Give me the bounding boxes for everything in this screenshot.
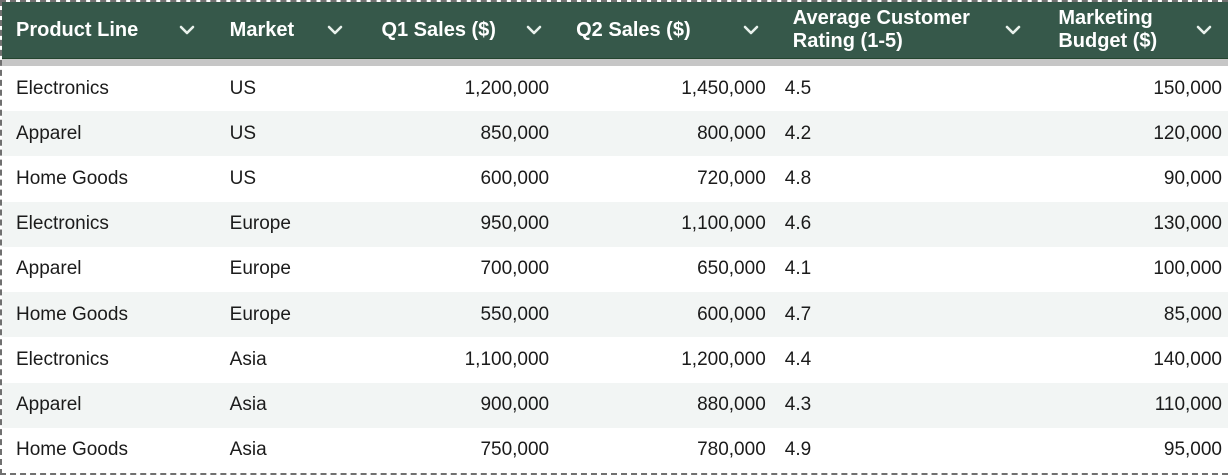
cell-marketing-budget[interactable]: 130,000	[1153, 213, 1222, 235]
column-header-avg-rating[interactable]: Average Customer Rating (1-5)	[771, 2, 1036, 58]
cell-product-line[interactable]: Home Goods	[16, 168, 128, 190]
cell-marketing-budget[interactable]: 90,000	[1163, 168, 1222, 190]
cell-q1-sales[interactable]: 1,200,000	[464, 77, 550, 99]
chevron-down-icon[interactable]	[327, 25, 343, 35]
cell-avg-rating[interactable]: 4.9	[784, 439, 812, 461]
chevron-down-icon[interactable]	[1196, 25, 1212, 35]
column-header-label: Marketing Budget ($)	[1058, 7, 1158, 52]
column-header-q2-sales[interactable]: Q2 Sales ($)	[556, 2, 771, 58]
chevron-down-icon[interactable]	[179, 25, 195, 35]
cell-q1-sales[interactable]: 900,000	[480, 394, 550, 416]
cell-avg-rating[interactable]: 4.2	[784, 122, 812, 144]
cell-market[interactable]: Europe	[229, 213, 291, 235]
cell-market[interactable]: Asia	[229, 439, 267, 461]
table-row: Electronics US 1,200,000 1,450,000 4.5 150,00…	[2, 66, 1228, 112]
cell-market[interactable]: Europe	[229, 258, 291, 280]
table-row: Home Goods Europe 550,000 600,000 4.7 85,000	[2, 292, 1228, 338]
cell-product-line[interactable]: Home Goods	[16, 303, 128, 325]
chevron-down-icon[interactable]	[1005, 25, 1021, 35]
cell-avg-rating[interactable]: 4.7	[784, 303, 812, 325]
cell-avg-rating[interactable]: 4.3	[784, 394, 812, 416]
cell-avg-rating[interactable]: 4.1	[784, 258, 812, 280]
cell-q2-sales[interactable]: 720,000	[697, 168, 766, 190]
cell-product-line[interactable]: Electronics	[16, 213, 109, 235]
column-header-label: Average Customer Rating (1-5)	[792, 7, 970, 52]
cell-marketing-budget[interactable]: 110,000	[1154, 394, 1222, 416]
chevron-down-icon[interactable]	[526, 25, 542, 35]
column-header-product-line[interactable]: Product Line	[2, 2, 207, 58]
cell-avg-rating[interactable]: 4.6	[784, 213, 812, 235]
table-row: Apparel Europe 700,000 650,000 4.1 100,000	[2, 246, 1228, 293]
cell-avg-rating[interactable]: 4.5	[784, 77, 812, 99]
table-row: Electronics Europe 950,000 1,100,000 4.6 130,…	[2, 201, 1228, 247]
table-row: Electronics Asia 1,100,000 1,200,000 4.4 140,…	[2, 337, 1228, 383]
table-row: Apparel Asia 900,000 880,000 4.3 110,000	[2, 382, 1228, 428]
cell-q2-sales[interactable]: 600,000	[697, 303, 766, 325]
cell-q1-sales[interactable]: 600,000	[480, 168, 550, 190]
cell-q2-sales[interactable]: 650,000	[697, 258, 766, 280]
cell-marketing-budget[interactable]: 120,000	[1153, 122, 1222, 144]
cell-product-line[interactable]: Apparel	[16, 122, 82, 144]
cell-q1-sales[interactable]: 850,000	[480, 122, 550, 144]
cell-marketing-budget[interactable]: 85,000	[1163, 303, 1222, 325]
cell-marketing-budget[interactable]: 140,000	[1153, 348, 1222, 370]
chevron-down-icon[interactable]	[743, 25, 759, 35]
cell-product-line[interactable]: Electronics	[16, 77, 109, 99]
cell-avg-rating[interactable]: 4.4	[784, 348, 812, 370]
cell-q2-sales[interactable]: 880,000	[697, 394, 766, 416]
cell-q1-sales[interactable]: 700,000	[480, 258, 550, 280]
table-body: Electronics US 1,200,000 1,450,000 4.5 150,00…	[2, 66, 1228, 473]
column-header-label: Q2 Sales ($)	[576, 18, 691, 41]
cell-q2-sales[interactable]: 1,200,000	[681, 348, 766, 370]
table-row: Home Goods US 600,000 720,000 4.8 90,000	[2, 156, 1228, 202]
cell-marketing-budget[interactable]: 150,000	[1153, 77, 1222, 99]
cell-q1-sales[interactable]: 750,000	[480, 439, 550, 461]
cell-q2-sales[interactable]: 1,450,000	[681, 77, 766, 99]
cell-product-line[interactable]: Electronics	[16, 348, 109, 370]
cell-market[interactable]: Asia	[229, 348, 267, 370]
cell-avg-rating[interactable]: 4.8	[784, 168, 812, 190]
column-header-marketing-budget[interactable]: Marketing Budget ($)	[1035, 2, 1228, 58]
cell-marketing-budget[interactable]: 100,000	[1153, 258, 1222, 280]
cell-marketing-budget[interactable]: 95,000	[1163, 439, 1222, 461]
cell-q1-sales[interactable]: 550,000	[480, 303, 550, 325]
column-header-label: Q1 Sales ($)	[381, 18, 496, 41]
column-header-label: Product Line	[16, 18, 139, 41]
column-header-label: Market	[229, 18, 295, 41]
cell-q2-sales[interactable]: 1,100,000	[681, 213, 766, 235]
table-header-row: Product Line Market Q1 Sales ($) Q2 Sale…	[2, 2, 1228, 59]
cell-market[interactable]: US	[229, 168, 257, 190]
frozen-header-divider	[2, 59, 1228, 66]
cell-market[interactable]: Asia	[229, 394, 267, 416]
cell-q2-sales[interactable]: 780,000	[697, 439, 766, 461]
cell-market[interactable]: Europe	[229, 303, 291, 325]
column-header-market[interactable]: Market	[207, 2, 352, 58]
table-row: Apparel US 850,000 800,000 4.2 120,000	[2, 111, 1228, 157]
cell-market[interactable]: US	[229, 77, 257, 99]
cell-product-line[interactable]: Home Goods	[16, 439, 128, 461]
cell-q1-sales[interactable]: 950,000	[480, 213, 550, 235]
cell-product-line[interactable]: Apparel	[16, 394, 82, 416]
cell-q2-sales[interactable]: 800,000	[697, 122, 766, 144]
table-row: Home Goods Asia 750,000 780,000 4.9 95,000	[2, 427, 1228, 473]
column-header-q1-sales[interactable]: Q1 Sales ($)	[351, 2, 556, 58]
cell-product-line[interactable]: Apparel	[16, 258, 82, 280]
cell-q1-sales[interactable]: 1,100,000	[464, 348, 550, 370]
cell-market[interactable]: US	[229, 122, 257, 144]
